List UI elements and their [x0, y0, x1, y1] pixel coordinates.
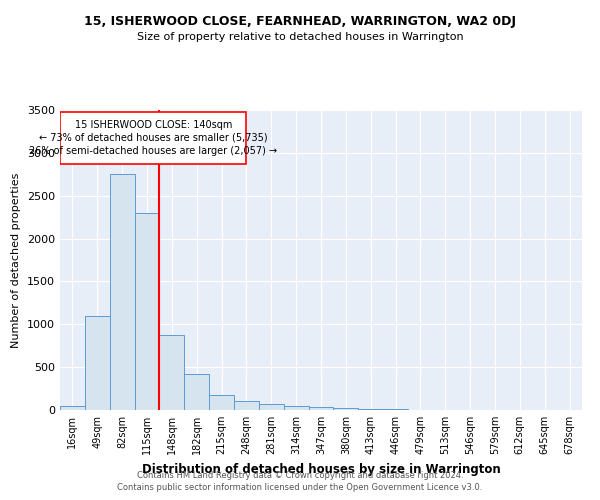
Text: Contains public sector information licensed under the Open Government Licence v3: Contains public sector information licen…: [118, 483, 482, 492]
Text: 26% of semi-detached houses are larger (2,057) →: 26% of semi-detached houses are larger (…: [29, 146, 277, 156]
X-axis label: Distribution of detached houses by size in Warrington: Distribution of detached houses by size …: [142, 462, 500, 475]
Bar: [160, 334, 184, 410]
Text: 15, ISHERWOOD CLOSE, FEARNHEAD, WARRINGTON, WA2 0DJ: 15, ISHERWOOD CLOSE, FEARNHEAD, WARRINGT…: [84, 15, 516, 28]
Text: Contains HM Land Registry data © Crown copyright and database right 2024.: Contains HM Land Registry data © Crown c…: [137, 472, 463, 480]
Bar: [184, 374, 209, 410]
Bar: [85, 316, 110, 410]
Y-axis label: Number of detached properties: Number of detached properties: [11, 172, 22, 348]
Bar: [209, 394, 234, 410]
Bar: [284, 406, 308, 410]
FancyBboxPatch shape: [60, 112, 247, 164]
Text: Size of property relative to detached houses in Warrington: Size of property relative to detached ho…: [137, 32, 463, 42]
Bar: [358, 408, 383, 410]
Bar: [308, 408, 334, 410]
Bar: [383, 409, 408, 410]
Bar: [234, 400, 259, 410]
Bar: [60, 406, 85, 410]
Bar: [134, 213, 160, 410]
Bar: [259, 404, 284, 410]
Bar: [334, 408, 358, 410]
Bar: [110, 174, 134, 410]
Text: ← 73% of detached houses are smaller (5,735): ← 73% of detached houses are smaller (5,…: [39, 133, 268, 143]
Text: 15 ISHERWOOD CLOSE: 140sqm: 15 ISHERWOOD CLOSE: 140sqm: [74, 120, 232, 130]
